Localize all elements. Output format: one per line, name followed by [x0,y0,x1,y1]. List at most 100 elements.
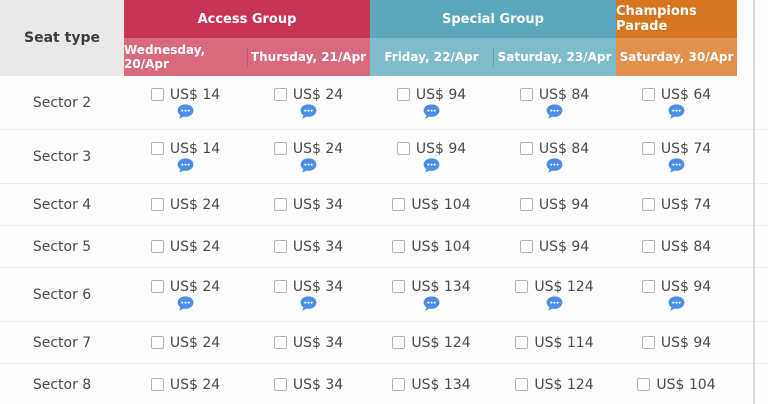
price-label: US$ 14 [169,140,221,157]
price-label: US$ 84 [660,238,712,255]
price-option[interactable]: US$ 134 [392,377,471,393]
price-option[interactable]: US$ 14 [150,140,221,157]
comment-icon[interactable] [546,157,563,173]
price-checkbox[interactable] [515,280,529,293]
price-option[interactable]: US$ 34 [273,279,343,295]
price-checkbox[interactable] [273,378,287,391]
price-label: US$ 94 [660,278,712,295]
comment-icon[interactable] [300,295,317,311]
price-option[interactable]: US$ 94 [519,197,589,213]
price-checkbox[interactable] [150,336,164,349]
comment-icon[interactable] [423,157,440,173]
price-label: US$ 34 [292,196,344,213]
price-cell: US$ 94 [616,268,737,321]
price-option[interactable]: US$ 94 [396,87,466,103]
price-option[interactable]: US$ 64 [641,87,711,103]
price-option[interactable]: US$ 134 [392,279,471,295]
price-label: US$ 94 [415,140,467,157]
price-cell: US$ 104 [616,364,737,404]
price-checkbox[interactable] [273,88,287,101]
price-checkbox[interactable] [150,378,164,391]
comment-icon[interactable] [177,295,194,311]
price-option[interactable]: US$ 104 [637,377,716,393]
comment-icon[interactable] [546,103,563,119]
price-option[interactable]: US$ 24 [150,377,220,393]
price-option[interactable]: US$ 24 [273,87,343,103]
price-cell: US$ 84 [616,226,737,267]
price-checkbox[interactable] [150,142,164,155]
price-checkbox[interactable] [519,198,533,211]
price-option[interactable]: US$ 14 [150,87,220,103]
price-cell: US$ 34 [247,226,370,267]
price-checkbox[interactable] [273,142,287,155]
price-option[interactable]: US$ 24 [273,141,343,157]
price-checkbox[interactable] [392,240,406,253]
price-checkbox[interactable] [273,198,287,211]
price-option[interactable]: US$ 24 [150,239,220,255]
price-checkbox[interactable] [641,142,655,155]
price-checkbox[interactable] [273,336,287,349]
price-checkbox[interactable] [641,88,655,101]
price-checkbox[interactable] [519,88,533,101]
price-option[interactable]: US$ 94 [519,239,589,255]
comment-icon[interactable] [668,103,685,119]
price-option[interactable]: US$ 124 [515,279,594,295]
price-checkbox[interactable] [150,280,164,293]
price-option[interactable]: US$ 124 [392,335,471,351]
price-cell: US$ 94 [493,184,616,225]
comment-icon[interactable] [423,103,440,119]
price-option[interactable]: US$ 24 [150,197,220,213]
price-option[interactable]: US$ 24 [150,335,220,351]
price-checkbox[interactable] [515,378,529,391]
comment-icon[interactable] [300,103,317,119]
price-option[interactable]: US$ 94 [641,278,712,295]
price-option[interactable]: US$ 84 [519,87,589,103]
price-checkbox[interactable] [273,240,287,253]
price-checkbox[interactable] [150,198,164,211]
price-option[interactable]: US$ 84 [519,141,589,157]
price-checkbox[interactable] [392,280,406,293]
comment-icon[interactable] [300,157,317,173]
price-option[interactable]: US$ 74 [641,197,711,213]
sector-label: Sector 2 [32,94,92,111]
price-checkbox[interactable] [396,142,410,155]
comment-icon[interactable] [668,295,685,311]
price-option[interactable]: US$ 74 [641,141,711,157]
comment-icon[interactable] [546,295,563,311]
price-checkbox[interactable] [641,198,655,211]
price-checkbox[interactable] [641,336,655,349]
price-option[interactable]: US$ 84 [641,238,712,255]
price-checkbox[interactable] [519,142,533,155]
price-checkbox[interactable] [515,336,529,349]
price-checkbox[interactable] [392,336,406,349]
price-checkbox[interactable] [519,240,533,253]
price-option[interactable]: US$ 24 [150,279,220,295]
comment-icon[interactable] [423,295,440,311]
price-option[interactable]: US$ 34 [273,335,343,351]
price-checkbox[interactable] [392,378,406,391]
price-option[interactable]: US$ 104 [392,239,471,255]
price-checkbox[interactable] [392,198,406,211]
price-checkbox[interactable] [150,88,164,101]
price-checkbox[interactable] [641,280,655,293]
price-option[interactable]: US$ 94 [641,335,711,351]
price-option[interactable]: US$ 34 [273,196,344,213]
price-checkbox[interactable] [637,378,651,391]
price-option[interactable]: US$ 124 [515,376,594,393]
price-cell: US$ 24 [247,76,370,129]
price-cell: US$ 94 [370,130,493,183]
price-checkbox[interactable] [273,280,287,293]
price-cell: US$ 24 [247,130,370,183]
price-option[interactable]: US$ 34 [273,377,343,393]
price-label: US$ 124 [534,376,594,393]
price-checkbox[interactable] [641,240,655,253]
price-option[interactable]: US$ 94 [396,140,467,157]
price-checkbox[interactable] [396,88,410,101]
comment-icon[interactable] [177,157,194,173]
price-option[interactable]: US$ 104 [392,197,471,213]
comment-icon[interactable] [668,157,685,173]
price-option[interactable]: US$ 34 [273,239,343,255]
comment-icon[interactable] [177,103,194,119]
price-option[interactable]: US$ 114 [515,335,594,351]
price-checkbox[interactable] [150,240,164,253]
